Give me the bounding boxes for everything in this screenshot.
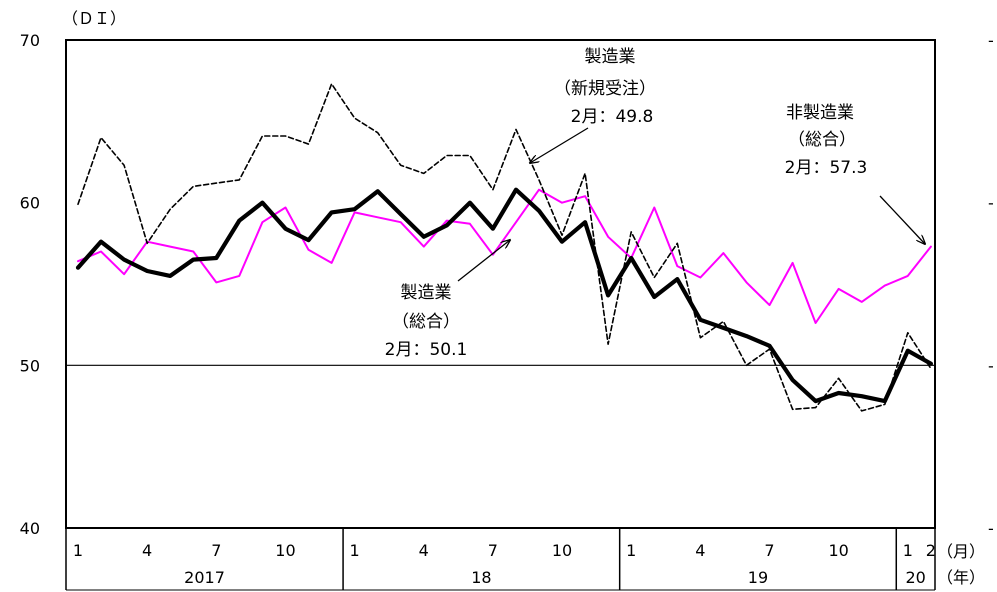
x-year-label: 19 [748,568,768,587]
x-month-tick-label: 1 [73,541,83,560]
x-year-label: 20 [905,568,925,587]
x-axis-year-unit-label: （年） [937,568,985,587]
right-edge-marks: - - - - [988,31,994,538]
annotation-mfg-arrow [457,240,510,282]
y-axis-ticks: 70 60 50 40 [20,31,40,538]
series-line-mfg_composite [75,187,934,404]
x-month-tick-label: 1 [626,541,636,560]
annotation-mfg-line2: （総合） [392,312,460,332]
annotation-mfg: 製造業 （総合） 2月：50.1 [385,240,510,360]
right-edge-mark: - [988,31,994,50]
annotation-new-orders-arrow [530,127,589,163]
x-month-tick-label: 10 [275,541,295,560]
x-month-tick-label: 7 [764,541,774,560]
y-tick-label: 70 [20,31,40,50]
x-month-tick-label: 4 [142,541,152,560]
x-month-tick-label: 4 [419,541,429,560]
x-month-tick-label: 2 [926,541,936,560]
x-month-tick-label: 7 [488,541,498,560]
x-month-tick-label: 1 [903,541,913,560]
annotation-nonmfg-line2: （総合） [788,130,856,150]
annotation-mfg-line1: 製造業 [401,283,452,303]
series-line-mfg_new_orders [77,83,932,412]
annotation-nonmfg-line3: 2月：57.3 [785,158,868,178]
annotation-nonmfg: 非製造業 （総合） 2月：57.3 [785,103,925,244]
x-month-tick-label: 10 [828,541,848,560]
right-edge-mark: - [988,519,994,538]
y-tick-label: 50 [20,356,40,375]
x-month-tick-label: 4 [695,541,705,560]
annotation-nonmfg-line1: 非製造業 [786,103,854,123]
plot-frame [65,39,936,529]
y-tick-label: 40 [20,519,40,538]
annotation-new-orders: 製造業 （新規受注） 2月：49.8 [530,47,656,163]
annotation-nonmfg-arrow [879,195,925,244]
right-edge-mark: - [988,194,994,213]
x-month-tick-label: 7 [211,541,221,560]
y-axis-unit-label: （ＤＩ） [62,9,126,28]
x-month-tick-label: 10 [552,541,572,560]
annotation-new-orders-line1: 製造業 [585,47,636,67]
annotation-new-orders-line2: （新規受注） [554,79,656,99]
right-edge-mark: - [988,356,994,375]
x-year-label: 2017 [184,568,225,587]
y-tick-label: 60 [20,194,40,213]
x-axis-month-unit-label: （月） [937,542,985,561]
annotation-new-orders-line3: 2月：49.8 [571,107,654,127]
x-month-tick-label: 1 [350,541,360,560]
annotation-mfg-line3: 2月：50.1 [385,340,468,360]
x-year-label: 18 [471,568,491,587]
